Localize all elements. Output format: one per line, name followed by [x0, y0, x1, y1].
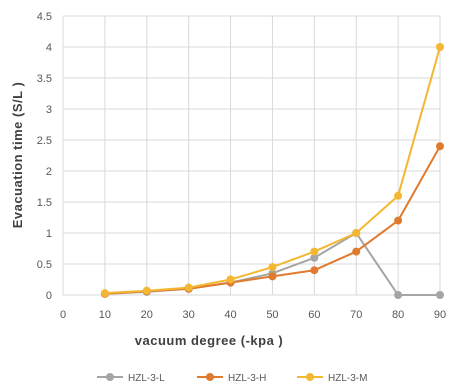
y-tick-label: 1 [46, 228, 52, 240]
data-point-hzl-3-m [352, 229, 361, 237]
y-tick-label: 0.5 [37, 259, 52, 271]
data-point-hzl-3-h [352, 247, 361, 256]
legend-item: HZL-3-H [197, 373, 266, 384]
data-point-hzl-3-m [100, 289, 109, 298]
x-tick-labels: 0 10 20 30 40 50 60 70 80 90 [60, 309, 446, 321]
data-point-hzl-3-m [310, 247, 319, 256]
x-tick-label: 50 [266, 309, 278, 321]
data-point-hzl-3-h [310, 266, 319, 275]
x-tick-label: 90 [434, 309, 446, 321]
y-tick-label: 1.5 [37, 197, 52, 209]
grid [62, 15, 441, 296]
data-point-hzl-3-h [394, 216, 403, 225]
y-tick-label: 4 [46, 42, 52, 54]
y-tick-label: 4.5 [37, 11, 52, 23]
data-point-hzl-3-m [436, 43, 444, 51]
data-point-hzl-3-l [310, 253, 319, 262]
x-tick-label: 30 [183, 309, 195, 321]
y-tick-labels: 0 0.5 1 1.5 2 2.5 3 3.5 4 4.5 [37, 11, 52, 302]
legend-marker [206, 373, 214, 381]
data-point-hzl-3-l [436, 291, 444, 299]
data-point-hzl-3-m [394, 191, 403, 200]
data-point-hzl-3-h [436, 142, 444, 151]
data-point-hzl-3-m [184, 283, 193, 292]
x-tick-label: 0 [60, 309, 66, 321]
y-axis-label: Evacuation time (S/L ) [10, 82, 25, 229]
legend-item: HZL-3-L [97, 373, 165, 384]
legend-label: HZL-3-H [228, 373, 266, 384]
legend-label: HZL-3-M [328, 373, 367, 384]
x-tick-label: 70 [350, 309, 362, 321]
x-tick-label: 20 [141, 309, 153, 321]
x-axis-label: vacuum degree (-kpa ) [135, 333, 284, 348]
legend-marker [106, 373, 114, 381]
y-tick-label: 2.5 [37, 135, 52, 147]
legend-label: HZL-3-L [128, 373, 165, 384]
legend-marker [306, 373, 314, 381]
x-tick-label: 40 [224, 309, 236, 321]
x-tick-label: 60 [308, 309, 320, 321]
y-tick-label: 3.5 [37, 73, 52, 85]
y-tick-label: 0 [46, 290, 52, 302]
x-tick-label: 80 [392, 309, 404, 321]
y-tick-label: 2 [46, 166, 52, 178]
data-point-hzl-3-h [268, 272, 277, 281]
legend: HZL-3-L HZL-3-H HZL-3-M [97, 373, 367, 384]
data-point-hzl-3-m [268, 263, 277, 272]
legend-item: HZL-3-M [297, 373, 367, 384]
y-tick-label: 3 [46, 104, 52, 116]
x-tick-label: 10 [99, 309, 111, 321]
series-points [100, 43, 444, 299]
data-point-hzl-3-m [226, 275, 235, 284]
data-point-hzl-3-l [394, 291, 403, 299]
data-point-hzl-3-m [142, 286, 151, 295]
